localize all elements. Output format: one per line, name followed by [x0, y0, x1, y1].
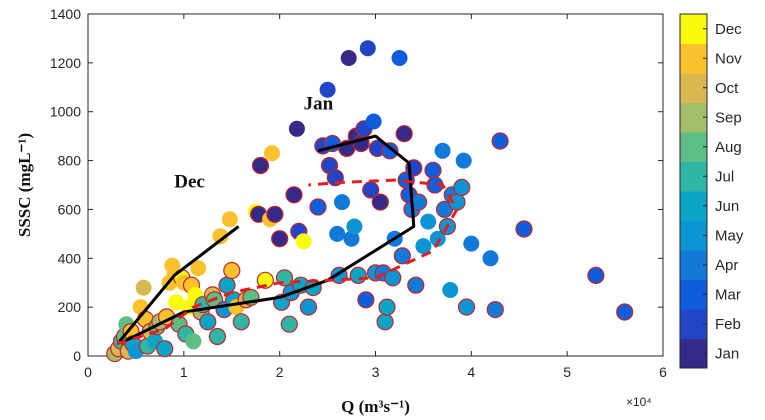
data-point-may	[300, 299, 316, 315]
x-tick-label: 5	[563, 364, 571, 380]
data-point-apr	[483, 250, 499, 266]
y-tick-label: 0	[73, 348, 81, 364]
x-tick-label: 1	[180, 364, 188, 380]
data-point-apr	[463, 236, 479, 252]
data-point-mar	[392, 50, 408, 66]
x-axis-exponent: ×10⁴	[626, 395, 652, 409]
colorbar-label: Dec	[715, 21, 742, 38]
data-point-may	[459, 299, 475, 315]
x-tick-label: 0	[84, 364, 92, 380]
x-tick-label: 4	[467, 364, 475, 380]
colorbar-label: Sep	[715, 109, 742, 126]
data-point-jan	[272, 231, 288, 247]
data-point-jan	[289, 121, 305, 137]
data-point-oct	[136, 280, 152, 296]
colorbar-swatch	[680, 309, 707, 339]
y-tick-label: 600	[58, 201, 82, 217]
data-point-dec	[296, 233, 312, 249]
data-point-jan	[267, 206, 283, 222]
data-point-jun	[157, 341, 173, 357]
y-tick-label: 1000	[50, 104, 81, 120]
x-tick-label: 2	[276, 364, 284, 380]
data-point-jun	[379, 299, 395, 315]
colorbar-swatch	[680, 162, 707, 192]
colorbar-label: Jan	[715, 345, 739, 362]
annotation-jan: Jan	[304, 93, 334, 114]
data-point-jan	[372, 194, 388, 210]
data-point-mar	[588, 267, 604, 283]
x-tick-label: 3	[372, 364, 380, 380]
colorbar-label: Mar	[715, 286, 741, 303]
y-tick-label: 400	[58, 250, 82, 266]
colorbar-swatch	[680, 14, 707, 44]
data-point-mar	[310, 199, 326, 215]
y-tick-label: 800	[58, 153, 82, 169]
data-point-jul	[233, 314, 249, 330]
data-point-may	[420, 214, 436, 230]
y-tick-label: 1200	[50, 55, 81, 71]
colorbar-swatch	[680, 103, 707, 133]
data-point-apr	[408, 277, 424, 293]
data-point-may	[442, 282, 458, 298]
data-point-apr	[329, 226, 345, 242]
data-point-jun	[219, 277, 235, 293]
data-point-mar	[617, 304, 633, 320]
x-axis-title: Q (m³s⁻¹)	[341, 397, 410, 416]
colorbar-label: Jun	[715, 198, 739, 215]
data-point-jul	[209, 329, 225, 345]
colorbar-swatch	[680, 221, 707, 251]
data-point-may	[385, 270, 401, 286]
data-point-apr	[456, 153, 472, 169]
data-point-mar	[516, 221, 532, 237]
colorbar-label: May	[715, 227, 744, 244]
colorbar-swatch	[680, 280, 707, 310]
colorbar-swatch	[680, 191, 707, 221]
colorbar-swatch	[680, 73, 707, 103]
data-point-apr	[487, 302, 503, 318]
data-point-jun	[377, 314, 393, 330]
colorbar-swatch	[680, 132, 707, 162]
colorbar-label: Oct	[715, 80, 739, 97]
data-point-nov	[222, 211, 238, 227]
colorbar-label: Aug	[715, 139, 742, 156]
data-point-jan	[286, 187, 302, 203]
colorbar-swatch	[680, 44, 707, 74]
data-point-feb	[360, 40, 376, 56]
annotation-dec: Dec	[174, 171, 205, 192]
data-point-mar	[492, 133, 508, 149]
data-point-nov	[224, 263, 240, 279]
colorbar-label: Apr	[715, 257, 738, 274]
y-axis-title: SSSC (mgL⁻¹)	[15, 133, 34, 237]
data-point-jan	[253, 158, 269, 174]
data-point-mar	[358, 292, 374, 308]
data-point-jun	[200, 314, 216, 330]
data-point-may	[346, 219, 362, 235]
data-point-aug	[185, 333, 201, 349]
data-point-mar	[366, 114, 382, 130]
colorbar-swatch	[680, 250, 707, 280]
colorbar-label: Nov	[715, 50, 742, 67]
data-point-apr	[435, 143, 451, 159]
y-tick-label: 1400	[50, 6, 81, 22]
data-point-mar	[425, 162, 441, 178]
colorbar-swatch	[680, 339, 707, 369]
y-tick-label: 200	[58, 299, 82, 315]
colorbar-label: Feb	[715, 316, 741, 333]
data-point-jun	[350, 267, 366, 283]
data-point-jan	[341, 50, 357, 66]
data-point-may	[454, 179, 470, 195]
colorbar-label: Jul	[715, 168, 734, 185]
sssc-discharge-scatter-chart: 0 1 2 3 4 5 60200400600800100012001400 DecJan …	[0, 0, 765, 420]
data-point-nov	[264, 145, 280, 161]
data-point-apr	[334, 194, 350, 210]
data-point-jul	[281, 316, 297, 332]
colorbar: Jan Feb Mar Apr May Jun Jul Aug Sep Oct Nov Dec	[680, 14, 744, 369]
x-tick-label: 6	[659, 364, 667, 380]
data-point-jan	[396, 126, 412, 142]
